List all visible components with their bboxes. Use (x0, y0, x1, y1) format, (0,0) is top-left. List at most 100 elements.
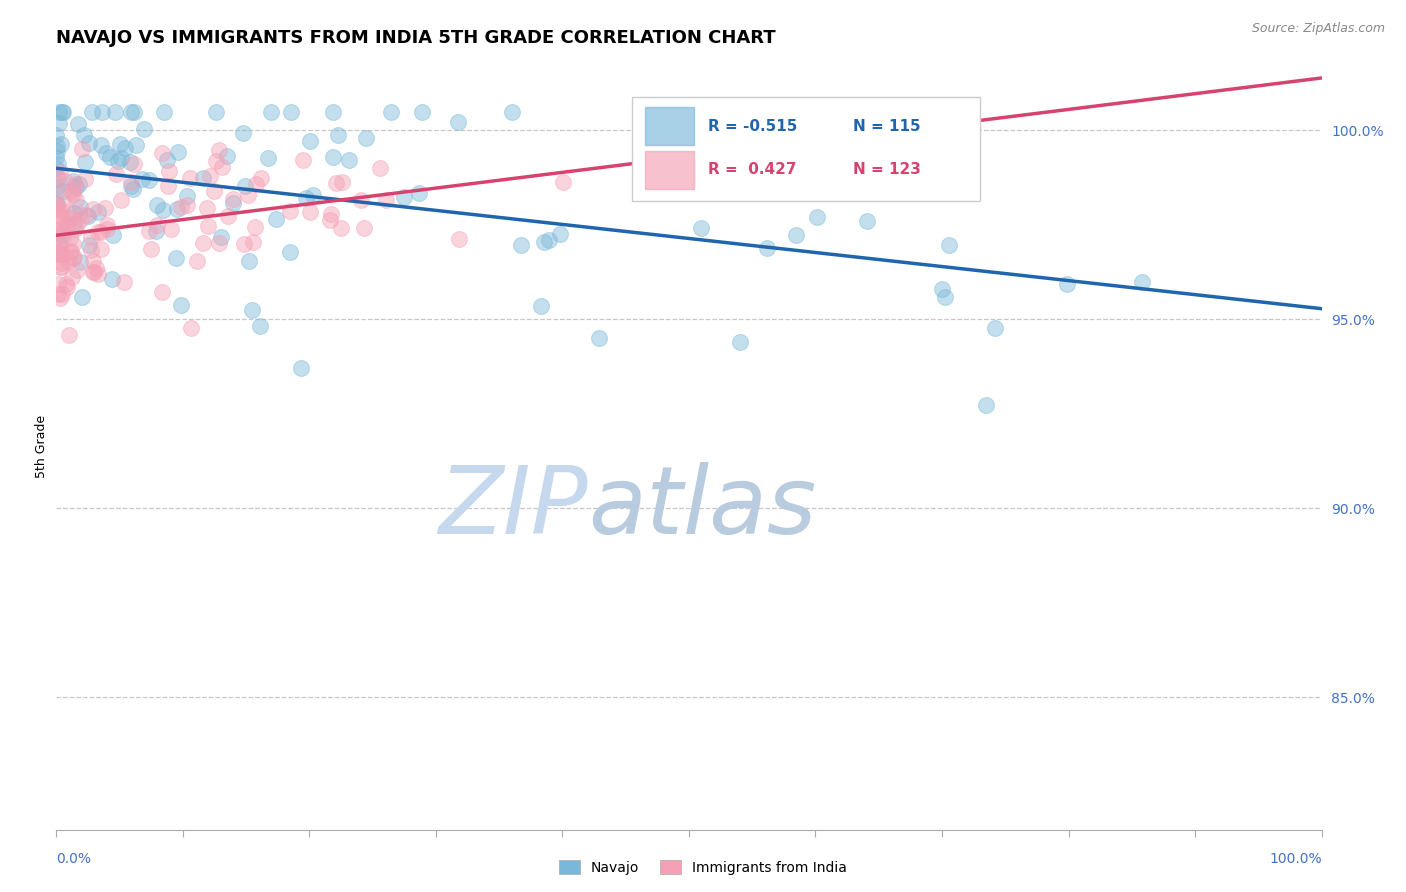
Text: Source: ZipAtlas.com: Source: ZipAtlas.com (1251, 22, 1385, 36)
Point (1056, 277, 1078, 291)
Point (76, 209, 98, 223)
Point (193, 170, 215, 185)
Point (278, 244, 301, 259)
Point (48, 211, 70, 225)
Point (48, 245, 70, 260)
Point (501, 104, 523, 119)
Point (934, 290, 956, 304)
Point (292, 153, 315, 167)
Point (45, 161, 67, 175)
FancyBboxPatch shape (633, 97, 980, 201)
Point (120, 179, 142, 194)
Point (62, 251, 84, 265)
Point (104, 104, 127, 119)
Point (856, 214, 879, 228)
Point (205, 153, 228, 168)
Point (157, 163, 180, 178)
Point (48, 246, 70, 260)
Point (179, 171, 201, 186)
Point (138, 172, 160, 186)
Point (976, 398, 998, 412)
Point (110, 193, 132, 207)
FancyBboxPatch shape (644, 107, 695, 145)
Point (84, 261, 107, 276)
Point (121, 182, 143, 196)
Point (94, 201, 117, 215)
Point (48, 104, 70, 119)
Point (46, 247, 69, 261)
Point (447, 232, 470, 246)
Point (60, 186, 83, 200)
Point (120, 104, 142, 119)
Point (153, 104, 176, 119)
FancyBboxPatch shape (644, 151, 695, 188)
Point (90, 138, 112, 153)
Point (80, 230, 103, 244)
Point (330, 175, 353, 189)
Point (49, 291, 72, 305)
Point (222, 193, 245, 207)
Point (59, 244, 82, 259)
Point (167, 145, 190, 159)
Point (62, 217, 84, 231)
Point (70, 142, 93, 156)
Point (180, 321, 202, 335)
Point (150, 145, 173, 160)
Point (548, 227, 571, 241)
Point (215, 149, 238, 163)
Point (380, 104, 402, 119)
Point (222, 196, 245, 211)
Point (806, 210, 828, 224)
Point (82, 104, 104, 119)
Point (938, 238, 960, 252)
Point (45, 186, 67, 200)
Point (1130, 275, 1153, 289)
Point (170, 201, 193, 215)
Point (94, 145, 117, 160)
Point (49, 238, 72, 252)
Point (322, 104, 344, 119)
Point (328, 128, 350, 143)
Point (124, 104, 146, 119)
Point (69, 255, 91, 269)
Point (689, 221, 711, 235)
Point (374, 193, 396, 207)
Text: NAVAJO VS IMMIGRANTS FROM INDIA 5TH GRADE CORRELATION CHART: NAVAJO VS IMMIGRANTS FROM INDIA 5TH GRAD… (56, 29, 776, 47)
Text: 0.0%: 0.0% (56, 852, 91, 866)
Point (159, 222, 181, 236)
Point (322, 150, 344, 164)
Point (242, 235, 264, 249)
Point (90, 104, 112, 119)
Text: N = 123: N = 123 (853, 162, 921, 178)
Point (87, 226, 110, 240)
Point (295, 191, 318, 205)
Text: R = -0.515: R = -0.515 (707, 119, 797, 134)
Point (236, 187, 259, 202)
Point (48, 209, 70, 223)
Point (69, 211, 91, 226)
Text: N = 115: N = 115 (853, 119, 921, 134)
Point (45, 150, 67, 164)
Point (55, 277, 77, 292)
Point (984, 321, 1007, 335)
Point (45, 244, 67, 258)
Point (53, 196, 76, 211)
Point (48, 203, 70, 218)
Point (67, 177, 90, 191)
Point (69, 200, 91, 214)
Point (138, 224, 160, 238)
Point (392, 190, 415, 204)
Point (107, 154, 129, 169)
Point (728, 334, 751, 349)
Point (77, 136, 100, 151)
Point (321, 207, 343, 221)
Point (211, 160, 233, 174)
Point (145, 197, 167, 211)
Point (356, 131, 378, 145)
Point (82, 254, 104, 268)
Point (176, 198, 198, 212)
Point (290, 361, 312, 376)
Point (51, 104, 73, 119)
Point (195, 202, 218, 216)
Point (82, 265, 104, 279)
